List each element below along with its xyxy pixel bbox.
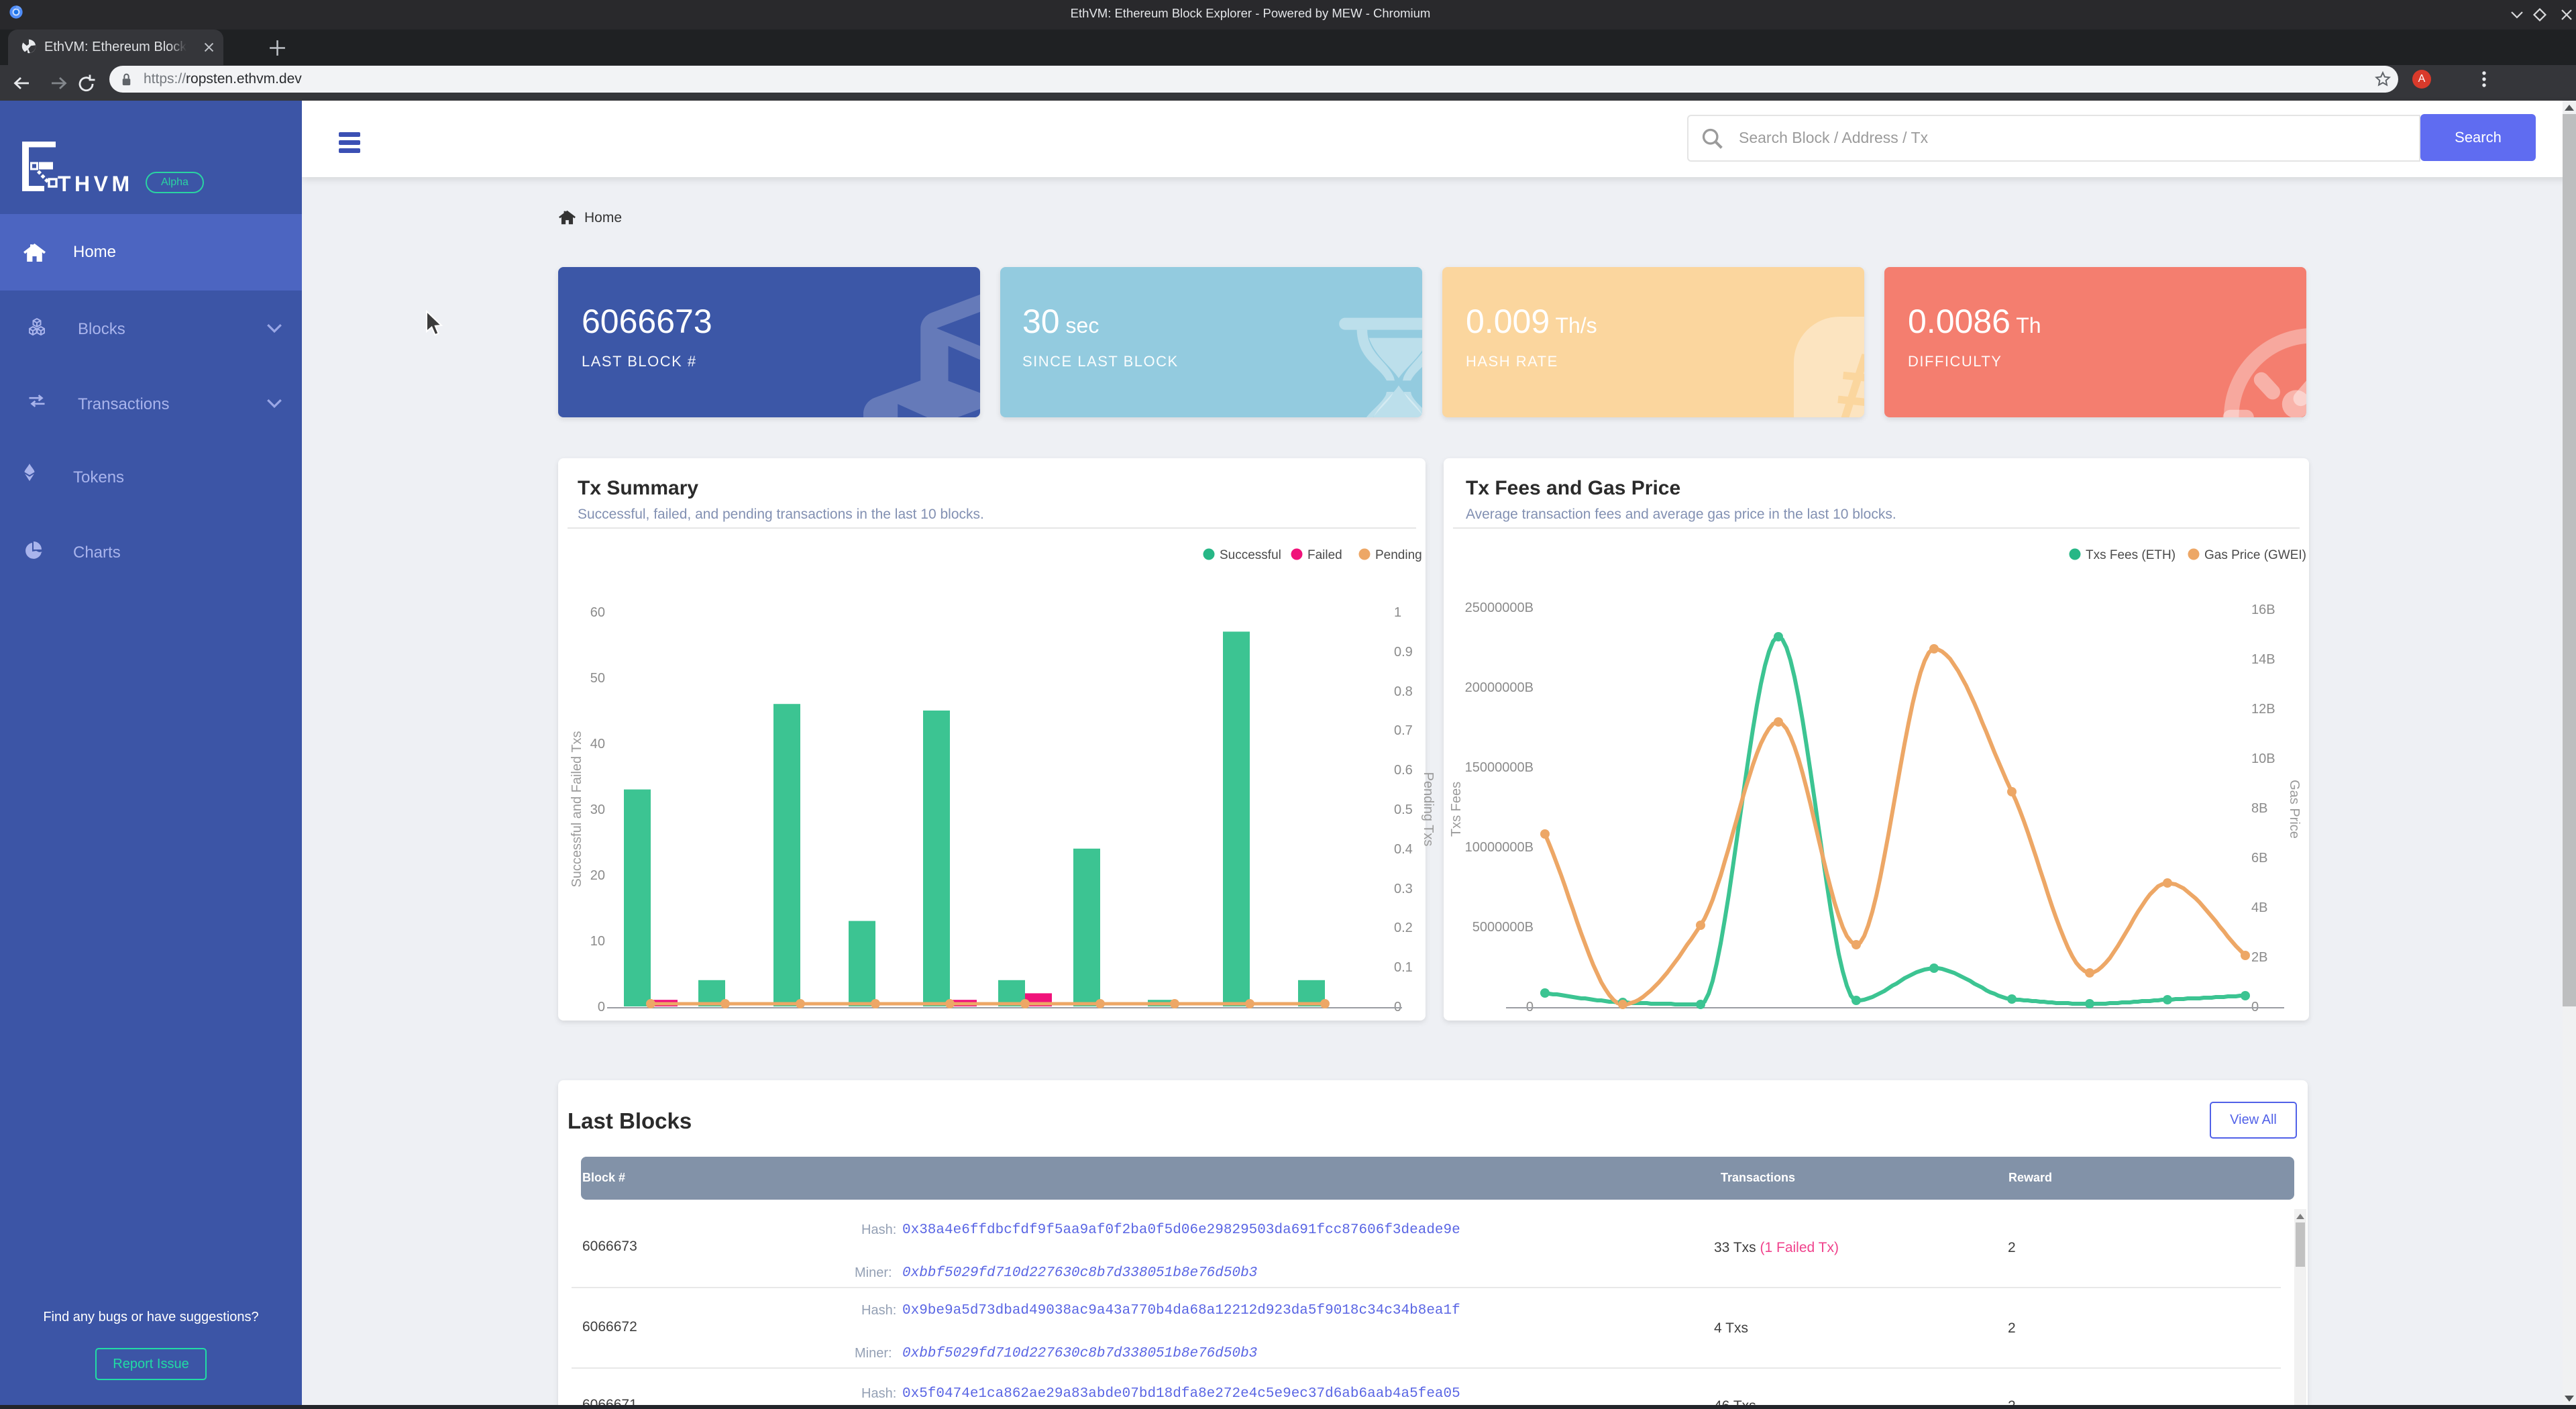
svg-text:20000000B: 20000000B: [1465, 680, 1534, 695]
svg-text:25000000B: 25000000B: [1465, 601, 1534, 615]
svg-text:0.6: 0.6: [1394, 763, 1413, 778]
svg-text:15000000B: 15000000B: [1465, 760, 1534, 775]
svg-text:30: 30: [590, 802, 605, 817]
svg-text:6B: 6B: [2251, 851, 2267, 866]
svg-text:Pending Txs: Pending Txs: [1421, 772, 1436, 847]
svg-text:THVM: THVM: [58, 172, 133, 193]
svg-text:0.9: 0.9: [1394, 645, 1413, 660]
svg-text:8B: 8B: [2251, 801, 2267, 816]
svg-text:0.8: 0.8: [1394, 684, 1413, 699]
svg-text:0.2: 0.2: [1394, 921, 1413, 935]
svg-text:20: 20: [590, 868, 605, 883]
svg-text:12B: 12B: [2251, 702, 2275, 717]
svg-text:Successful, failed, and pendin: Successful, failed, and pending transact…: [578, 507, 984, 522]
svg-text:0.3: 0.3: [1394, 882, 1413, 896]
svg-text:0: 0: [598, 1000, 605, 1014]
svg-text:Pending: Pending: [1375, 548, 1422, 562]
svg-text:5000000B: 5000000B: [1472, 920, 1534, 935]
svg-text:Average transaction fees and a: Average transaction fees and average gas…: [1466, 507, 1896, 522]
svg-text:0.1: 0.1: [1394, 960, 1413, 975]
svg-text:Gas Price (GWEI): Gas Price (GWEI): [2204, 548, 2306, 562]
svg-text:Gas Price: Gas Price: [2287, 780, 2302, 839]
svg-text:Txs Fees: Txs Fees: [1449, 782, 1464, 837]
svg-text:Successful and Failed Txs: Successful and Failed Txs: [570, 731, 584, 887]
svg-text:Tx Fees and Gas Price: Tx Fees and Gas Price: [1466, 477, 1680, 499]
svg-text:50: 50: [590, 671, 605, 686]
svg-text:Failed: Failed: [1307, 548, 1342, 562]
svg-text:14B: 14B: [2251, 652, 2275, 667]
svg-text:1: 1: [1394, 605, 1401, 620]
svg-text:16B: 16B: [2251, 603, 2275, 617]
svg-text:10: 10: [590, 934, 605, 949]
svg-text:40: 40: [590, 737, 605, 751]
svg-text:60: 60: [590, 605, 605, 620]
svg-text:4B: 4B: [2251, 900, 2267, 915]
svg-text:2B: 2B: [2251, 950, 2267, 965]
svg-text:10000000B: 10000000B: [1465, 840, 1534, 855]
svg-text:10B: 10B: [2251, 751, 2275, 766]
svg-text:Tx Summary: Tx Summary: [578, 477, 698, 499]
svg-text:0.4: 0.4: [1394, 842, 1413, 857]
svg-text:Txs Fees (ETH): Txs Fees (ETH): [2086, 548, 2176, 562]
svg-text:0.5: 0.5: [1394, 802, 1413, 817]
svg-text:Successful: Successful: [1220, 548, 1281, 562]
svg-text:0.7: 0.7: [1394, 723, 1413, 738]
